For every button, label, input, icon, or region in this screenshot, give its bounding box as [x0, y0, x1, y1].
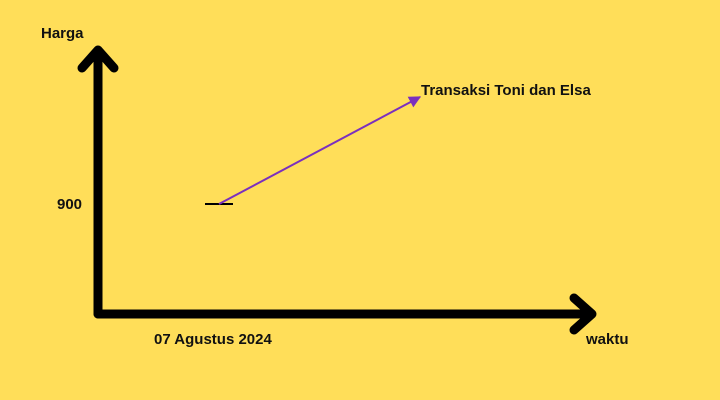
annotation-label: Transaksi Toni dan Elsa: [421, 82, 591, 99]
x-axis-arrowhead-icon: [569, 293, 597, 335]
x-axis: [93, 293, 597, 335]
price-label: 900: [57, 196, 82, 213]
y-axis: [77, 45, 119, 319]
transaction-arrow: [218, 96, 422, 205]
y-axis-label: Harga: [41, 25, 84, 42]
y-axis-arrowhead-icon: [77, 45, 119, 73]
date-label: 07 Agustus 2024: [154, 331, 272, 348]
x-axis-label: waktu: [585, 331, 629, 348]
